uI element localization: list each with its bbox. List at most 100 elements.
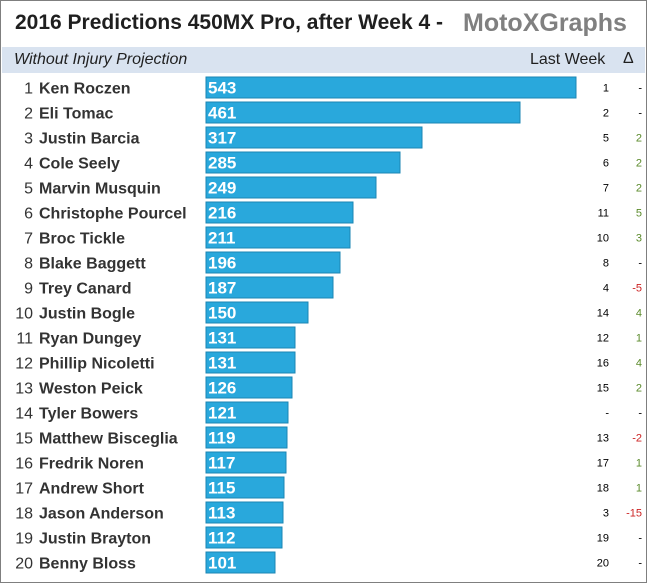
rank-label: 3 [24,131,33,148]
bar [205,326,296,349]
rank-label: 13 [15,381,33,398]
bar [205,126,423,149]
last-week-value: 5 [603,133,609,145]
rider-name-label: Tyler Bowers [39,406,138,423]
rider-name-label: Benny Bloss [39,556,136,573]
last-week-value: 11 [598,208,609,220]
delta-value: 5 [636,208,642,220]
bar-value-label: 285 [208,154,236,173]
bar [205,76,577,99]
last-week-value: 7 [603,183,609,195]
bar [205,201,354,224]
bar [205,401,289,424]
bar [205,551,276,574]
bar-value-label: 249 [208,179,236,198]
rank-label: 9 [24,281,33,298]
bar-value-label: 119 [208,429,235,448]
last-week-value: 12 [597,333,609,345]
rider-name-label: Ken Roczen [39,81,131,98]
delta-value: 1 [636,333,642,345]
bar [205,476,285,499]
last-week-header: Last Week [530,51,606,68]
bar [205,451,287,474]
rider-name-label: Justin Brayton [39,531,151,548]
bar-value-label: 216 [208,204,236,223]
rider-name-label: Ryan Dungey [39,331,141,348]
last-week-value: 20 [597,558,609,570]
rank-label: 10 [15,306,33,323]
bar [205,101,521,124]
last-week-value: 1 [603,83,609,95]
bar-value-label: 461 [208,104,236,123]
bar-value-label: 187 [208,279,236,298]
last-week-value: 3 [603,508,609,520]
bar-value-label: 150 [208,304,236,323]
delta-value: - [638,533,642,545]
delta-value: 2 [636,133,642,145]
last-week-value: 10 [597,233,609,245]
rider-name-label: Jason Anderson [39,506,164,523]
rank-label: 20 [15,556,33,573]
delta-value: - [638,108,642,120]
bar-value-label: 113 [208,504,235,523]
rank-label: 4 [24,156,33,173]
rider-name-label: Eli Tomac [39,106,113,123]
last-week-value: 13 [597,433,609,445]
bar [205,276,334,299]
last-week-value: 15 [597,383,609,395]
rider-name-label: Andrew Short [39,481,145,498]
bar-value-label: 131 [208,354,236,373]
bar [205,351,296,374]
rider-name-label: Trey Canard [39,281,131,298]
rank-label: 5 [24,181,33,198]
delta-value: 2 [636,383,642,395]
last-week-value: 6 [603,158,609,170]
rank-label: 1 [24,81,33,98]
bar-value-label: 126 [208,379,236,398]
last-week-value: 4 [603,283,609,295]
rank-label: 18 [15,506,33,523]
delta-value: 2 [636,158,642,170]
rank-label: 8 [24,256,33,273]
rank-label: 6 [24,206,33,223]
bar-value-label: 101 [208,554,236,573]
bar [205,151,401,174]
delta-value: -2 [632,433,642,445]
bar-value-label: 112 [208,529,235,548]
rank-label: 17 [15,481,33,498]
delta-value: 1 [636,458,642,470]
bar-value-label: 543 [208,79,236,98]
delta-value: -5 [632,283,642,295]
bar [205,426,288,449]
bar-value-label: 211 [208,229,235,248]
chart-subtitle: Without Injury Projection [14,51,188,68]
delta-value: - [638,83,642,95]
delta-value: 4 [636,358,642,370]
bar-value-label: 196 [208,254,236,273]
rank-label: 11 [16,331,33,348]
rank-label: 16 [15,456,33,473]
last-week-value: 17 [597,458,609,470]
rider-name-label: Weston Peick [39,381,143,398]
rider-name-label: Phillip Nicoletti [39,356,155,373]
bar [205,176,377,199]
rider-name-label: Christophe Pourcel [39,206,187,223]
bar-value-label: 131 [208,329,236,348]
brand-label: MotoXGraphs [463,9,627,37]
bar [205,376,293,399]
rider-name-label: Matthew Bisceglia [39,431,178,448]
last-week-value: 16 [597,358,609,370]
bar-value-label: 121 [208,404,236,423]
bar-value-label: 117 [208,454,235,473]
rider-name-label: Broc Tickle [39,231,125,248]
last-week-value: 2 [603,108,609,120]
last-week-value: 19 [597,533,609,545]
delta-value: - [638,558,642,570]
rider-name-label: Fredrik Noren [39,456,144,473]
last-week-value: - [605,408,609,420]
delta-value: 3 [636,233,642,245]
rank-label: 14 [15,406,33,423]
bar-value-label: 317 [208,129,236,148]
last-week-value: 18 [597,483,609,495]
